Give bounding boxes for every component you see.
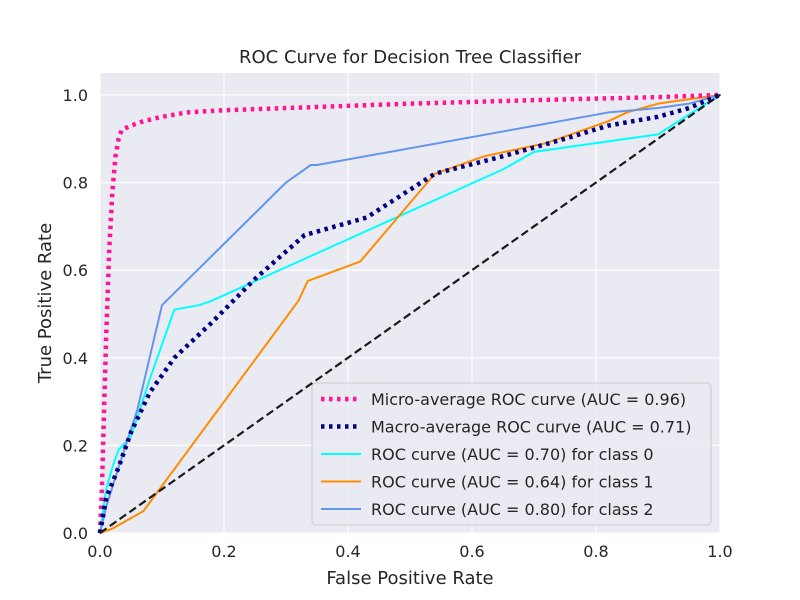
- y-tick-label: 0.4: [63, 349, 88, 368]
- x-tick-label: 0.8: [583, 542, 608, 561]
- x-tick-label: 1.0: [707, 542, 732, 561]
- y-tick-label: 1.0: [63, 86, 88, 105]
- legend: Micro-average ROC curve (AUC = 0.96) Macr…: [311, 382, 712, 526]
- y-axis-label: True Positive Rate: [35, 223, 56, 384]
- series-layer: [97, 92, 721, 534]
- y-tick-label: 0.8: [63, 174, 88, 193]
- legend-label-2: ROC curve (AUC = 0.70) for class 0: [371, 445, 654, 464]
- x-tick-label: 0.2: [211, 542, 236, 561]
- chart-title: ROC Curve for Decision Tree Classifier: [239, 47, 582, 68]
- y-tick-label: 0.2: [63, 436, 88, 455]
- y-tick-label: 0.0: [63, 524, 88, 543]
- tick-labels: 0.0 0.2 0.4 0.6 0.8 1.0 0.0 0.2 0.4 0.6 0.8 1.0: [63, 86, 733, 561]
- grid-lines: [99, 73, 721, 534]
- series-line-2: [99, 93, 721, 534]
- legend-label-0: Micro-average ROC curve (AUC = 0.96): [371, 390, 686, 409]
- series-line-3: [99, 93, 721, 534]
- series-line-5: [99, 94, 721, 534]
- series-line-1: [97, 92, 721, 534]
- x-axis-label: False Positive Rate: [326, 568, 493, 589]
- legend-label-4: ROC curve (AUC = 0.80) for class 2: [371, 500, 654, 519]
- legend-box: [311, 382, 712, 526]
- x-tick-label: 0.4: [335, 542, 360, 561]
- legend-label-3: ROC curve (AUC = 0.64) for class 1: [371, 473, 654, 492]
- y-tick-label: 0.6: [63, 261, 88, 280]
- x-tick-label: 0.6: [459, 542, 484, 561]
- legend-label-1: Macro-average ROC curve (AUC = 0.71): [371, 418, 691, 437]
- series-line-4: [99, 93, 721, 534]
- x-tick-label: 0.0: [87, 542, 112, 561]
